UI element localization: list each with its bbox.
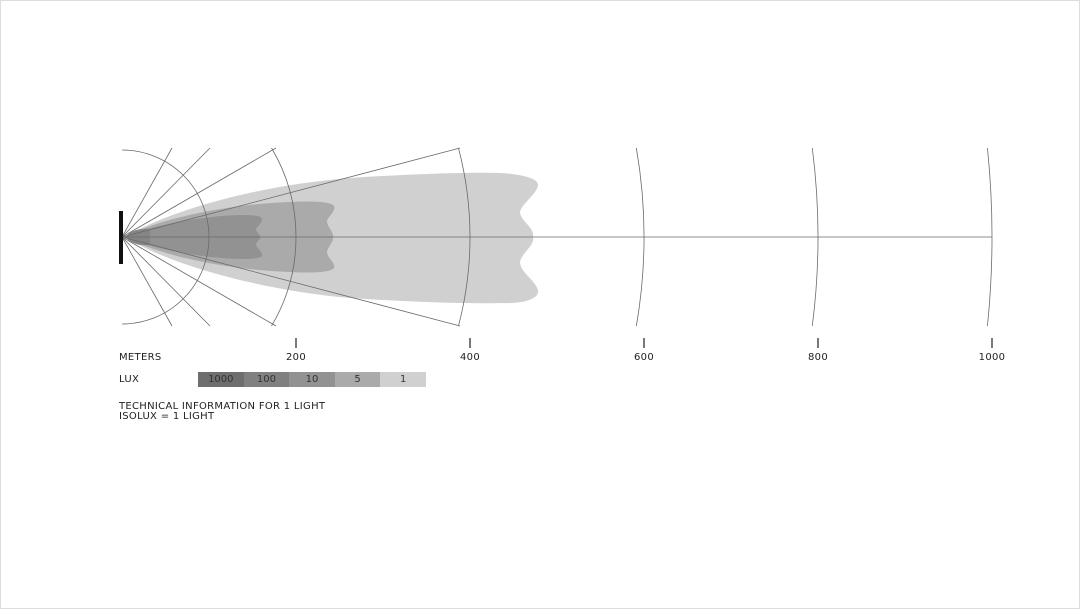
legend-swatch-1: 1 [380,372,426,387]
legend-swatch-5: 5 [334,372,381,387]
light-fixture-icon [119,211,123,264]
ray-line [121,147,461,238]
meters-label: METERS [119,352,162,363]
tick-label: 1000 [978,352,1006,363]
isolux-regions [125,172,539,304]
distance-ticks [295,338,993,348]
tick-label: 400 [460,352,480,363]
legend-swatch-1000: 1000 [198,372,244,387]
ray-line [121,147,277,238]
polar-grid [121,147,993,327]
legend-swatch-100: 100 [243,372,290,387]
tick-label: 800 [808,352,828,363]
ray-line [121,236,211,327]
tick-label: 200 [286,352,306,363]
ray-line [121,236,461,327]
lux-label: LUX [119,374,140,385]
distance-arc-1000 [987,147,993,327]
ray-line [121,147,211,238]
note-line-1: TECHNICAL INFORMATION FOR 1 LIGHT [119,401,326,412]
ray-line [121,236,277,327]
lux-legend: 1000 100 10 5 1 [198,372,426,387]
distance-arc-600 [635,147,645,327]
legend-swatch-10: 10 [289,372,335,387]
distance-arc-800 [811,147,819,327]
note-line-2: ISOLUX = 1 LIGHT [119,411,215,422]
distance-arc-400 [458,147,471,327]
ray-line [121,147,173,238]
ray-line [121,236,173,327]
tick-label: 600 [634,352,654,363]
distance-arc-200 [271,147,297,327]
distance-arc-100 [121,149,210,325]
